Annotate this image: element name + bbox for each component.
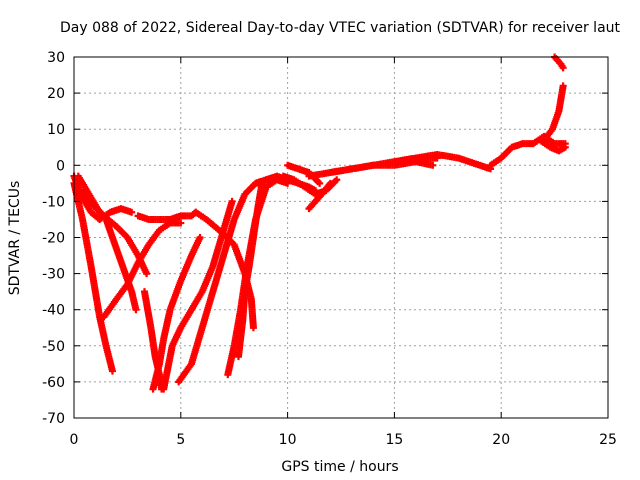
x-tick-label: 0 <box>70 432 79 448</box>
x-tick-label: 25 <box>599 432 617 448</box>
y-tick-label: 10 <box>47 122 65 138</box>
axis-ticks: 0 5 10 15 20 25 -70 -60 -50 -40 -30 -20 -10 0 10 20 30 <box>42 50 617 448</box>
y-tick-label: -70 <box>42 411 65 427</box>
x-tick-label: 10 <box>279 432 297 448</box>
data-point <box>561 143 569 151</box>
data-point <box>108 367 116 375</box>
data-point <box>143 270 151 278</box>
data-point <box>559 82 567 90</box>
y-tick-label: -50 <box>42 339 65 355</box>
data-point <box>196 234 204 241</box>
data-point <box>249 324 257 332</box>
y-tick-label: 0 <box>56 158 65 174</box>
data-point <box>132 306 140 314</box>
series-arc-2 <box>70 179 116 375</box>
data-point <box>559 64 567 72</box>
data-point <box>326 179 334 187</box>
series-arc-9 <box>160 197 236 393</box>
series-arc-19 <box>326 158 437 177</box>
series-arc-21 <box>487 140 537 169</box>
data-point <box>128 208 136 216</box>
series-arc-6 <box>140 288 166 393</box>
series-arc-13 <box>234 179 266 361</box>
y-tick-label: -40 <box>42 303 65 319</box>
series-arc-23 <box>540 82 567 144</box>
series-arc-7 <box>149 234 204 393</box>
y-tick-label: -30 <box>42 267 65 283</box>
series-arc-17 <box>305 179 334 213</box>
y-tick-label: 20 <box>47 86 65 102</box>
y-axis-label: SDTVAR / TECUs <box>7 181 23 296</box>
y-tick-label: -20 <box>42 231 65 247</box>
data-point <box>429 161 437 169</box>
series-arc-20 <box>390 150 495 173</box>
series-arc-25 <box>536 136 569 155</box>
y-tick-label: -10 <box>42 194 65 210</box>
chart-title: Day 088 of 2022, Sidereal Day-to-day VTE… <box>60 20 621 36</box>
series-arc-8 <box>134 208 200 223</box>
data-point <box>316 179 324 187</box>
x-tick-label: 5 <box>176 432 185 448</box>
data-points <box>70 53 569 393</box>
data-point <box>177 219 185 227</box>
series-arc-5 <box>100 219 185 321</box>
grid <box>74 57 608 418</box>
data-point <box>333 176 341 184</box>
x-tick-label: 20 <box>492 432 510 448</box>
data-point <box>228 197 236 205</box>
x-tick-label: 15 <box>385 432 403 448</box>
y-tick-label: 30 <box>47 50 65 66</box>
y-tick-label: -60 <box>42 375 65 391</box>
x-axis-label: GPS time / hours <box>281 459 398 475</box>
